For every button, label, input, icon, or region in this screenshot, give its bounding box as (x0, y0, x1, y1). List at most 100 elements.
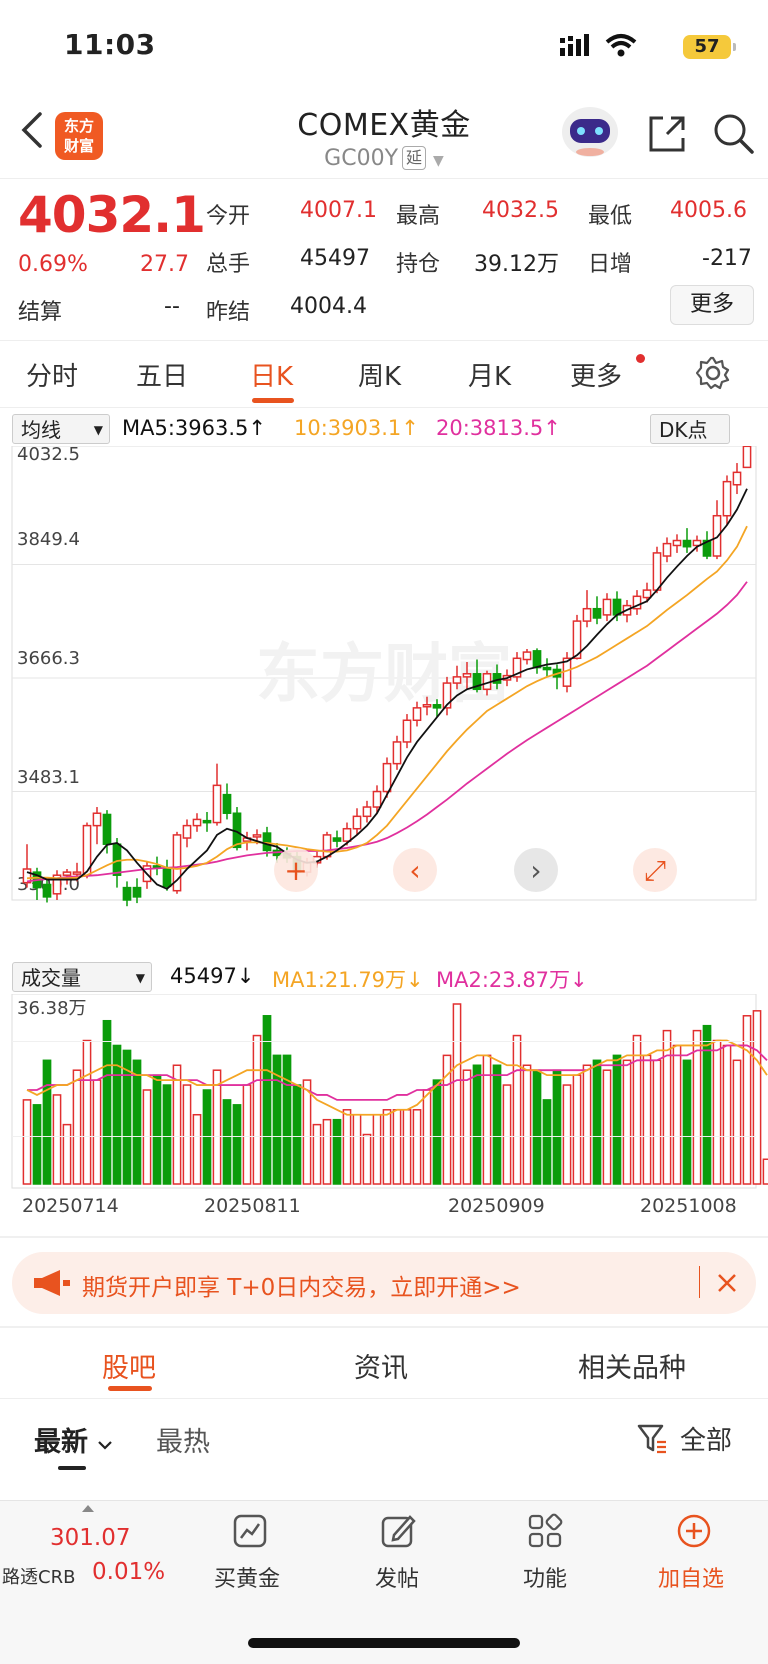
candle-up (422, 704, 432, 708)
candle-down (472, 673, 482, 691)
nav-add-watchlist[interactable]: 加自选 (658, 1567, 725, 1592)
volume-indicator-selector[interactable]: 成交量 ▼ (12, 962, 152, 992)
tab-monthly-k[interactable]: 月K (468, 362, 512, 392)
prev-settle-label: 昨结 (206, 300, 251, 325)
tab-more[interactable]: 更多 (570, 362, 623, 392)
crb-change[interactable]: 0.01% (92, 1559, 166, 1585)
volume-bar (742, 1015, 752, 1185)
volume-bar (312, 1123, 322, 1185)
volume-bar (162, 1084, 172, 1185)
settle-label: 结算 (18, 300, 63, 325)
filter-icon[interactable] (636, 1422, 668, 1454)
tab-daily-k[interactable]: 日K (250, 362, 294, 392)
add-watchlist-icon[interactable] (676, 1513, 712, 1549)
filter-all[interactable]: 全部 (680, 1426, 733, 1456)
prev-arrow-icon[interactable]: ‹ (393, 848, 437, 892)
control-glyph: ‹ (409, 854, 420, 887)
nav-buy-gold[interactable]: 买黄金 (214, 1567, 281, 1592)
ma20-legend: 20:3813.5↑ (436, 416, 561, 440)
wifi-icon (605, 34, 637, 57)
volume-chart[interactable]: 36.38万 20250714 20250811 20250909 20251008 (0, 994, 768, 1224)
tab-related[interactable]: 相关品种 (578, 1353, 686, 1384)
expand-icon[interactable]: ⤢ (633, 848, 677, 892)
volume-bar (392, 1109, 402, 1185)
candle-up (712, 514, 722, 557)
sort-latest[interactable]: 最新 (34, 1420, 113, 1459)
volume-value: 45497 (300, 246, 370, 271)
volume-bar (252, 1034, 262, 1185)
page-title: COMEX黄金 (297, 108, 471, 143)
volume-bar (332, 1118, 342, 1185)
robot-assistant-icon[interactable] (560, 104, 620, 158)
next-arrow-icon[interactable]: › (514, 848, 558, 892)
tab-five-day[interactable]: 五日 (136, 362, 189, 392)
post-edit-icon[interactable] (380, 1513, 416, 1549)
share-icon[interactable] (645, 112, 689, 156)
crb-label[interactable]: 路透CRB (2, 1567, 76, 1588)
volume-bar (562, 1084, 572, 1185)
close-icon[interactable] (716, 1272, 738, 1294)
candle-up (442, 682, 452, 709)
volume-bar (262, 1015, 272, 1185)
chart-frame (11, 446, 757, 901)
zoom-in-icon[interactable]: + (274, 848, 318, 892)
contract-code[interactable]: GC00Y 延 ▼ (0, 146, 768, 171)
volume-bar (362, 1133, 372, 1185)
nav-post[interactable]: 发帖 (375, 1567, 420, 1592)
control-bg (514, 848, 558, 892)
candle-down (592, 607, 602, 619)
ma5-legend: MA5:3963.5↑ (122, 416, 266, 440)
volume-bar (522, 1064, 532, 1185)
tab-intraday[interactable]: 分时 (26, 362, 79, 392)
candle-up (362, 806, 372, 818)
back-arrow-icon[interactable] (18, 110, 44, 150)
low-label: 最低 (588, 204, 633, 229)
candle-down (262, 832, 272, 852)
search-icon[interactable] (712, 112, 756, 156)
volume-bar (382, 1109, 392, 1185)
tab-weekly-k[interactable]: 周K (358, 362, 402, 392)
sort-hot[interactable]: 最热 (156, 1427, 210, 1458)
vol-ma1-line (26, 1039, 768, 1116)
open-label: 今开 (206, 204, 251, 229)
candle-down (222, 793, 232, 814)
candle-up (392, 741, 402, 765)
dk-point-button[interactable]: DK点 (650, 414, 730, 444)
prev-settle-value: 4004.4 (290, 294, 367, 319)
ma-selector[interactable]: 均线 ▼ (12, 414, 110, 444)
functions-grid-icon[interactable] (527, 1513, 563, 1549)
promo-banner[interactable]: 期货开户即享 T+0日内交易，立即开通>> (12, 1252, 756, 1314)
tab-news[interactable]: 资讯 (354, 1353, 408, 1384)
x-axis-date-label: 20251008 (640, 1195, 737, 1217)
volume-bar (702, 1024, 712, 1185)
volume-legend: 45497↓ (170, 964, 255, 988)
crb-value[interactable]: 301.07 (50, 1525, 131, 1551)
candle-up (22, 868, 32, 884)
change-value: 27.7 (140, 252, 189, 277)
settings-gear-icon[interactable] (696, 356, 730, 390)
volume-bar (682, 1059, 692, 1185)
candle-up (342, 827, 352, 842)
volume-bar (752, 1010, 762, 1185)
more-button[interactable]: 更多 (670, 285, 754, 325)
expand-caret-icon[interactable] (82, 1505, 94, 1512)
tab-forum[interactable]: 股吧 (102, 1353, 156, 1384)
nav-functions[interactable]: 功能 (523, 1567, 568, 1592)
buy-gold-icon[interactable] (232, 1513, 268, 1549)
ma20-line (26, 581, 748, 883)
candle-down (112, 843, 122, 876)
status-time: 11:03 (64, 28, 156, 61)
volume-bar (152, 1074, 162, 1185)
ma10-line (26, 525, 748, 880)
candle-down (532, 650, 542, 669)
candle-up (402, 719, 412, 743)
y-tick-label: 3666.3 (17, 648, 80, 669)
candle-down (132, 886, 142, 898)
volume-bar (762, 1158, 768, 1185)
volume-bar (602, 1069, 612, 1185)
volume-bar (232, 1104, 242, 1185)
control-bg (393, 848, 437, 892)
x-axis-date-label: 20250811 (204, 1195, 301, 1217)
volume-bar (402, 1109, 412, 1185)
